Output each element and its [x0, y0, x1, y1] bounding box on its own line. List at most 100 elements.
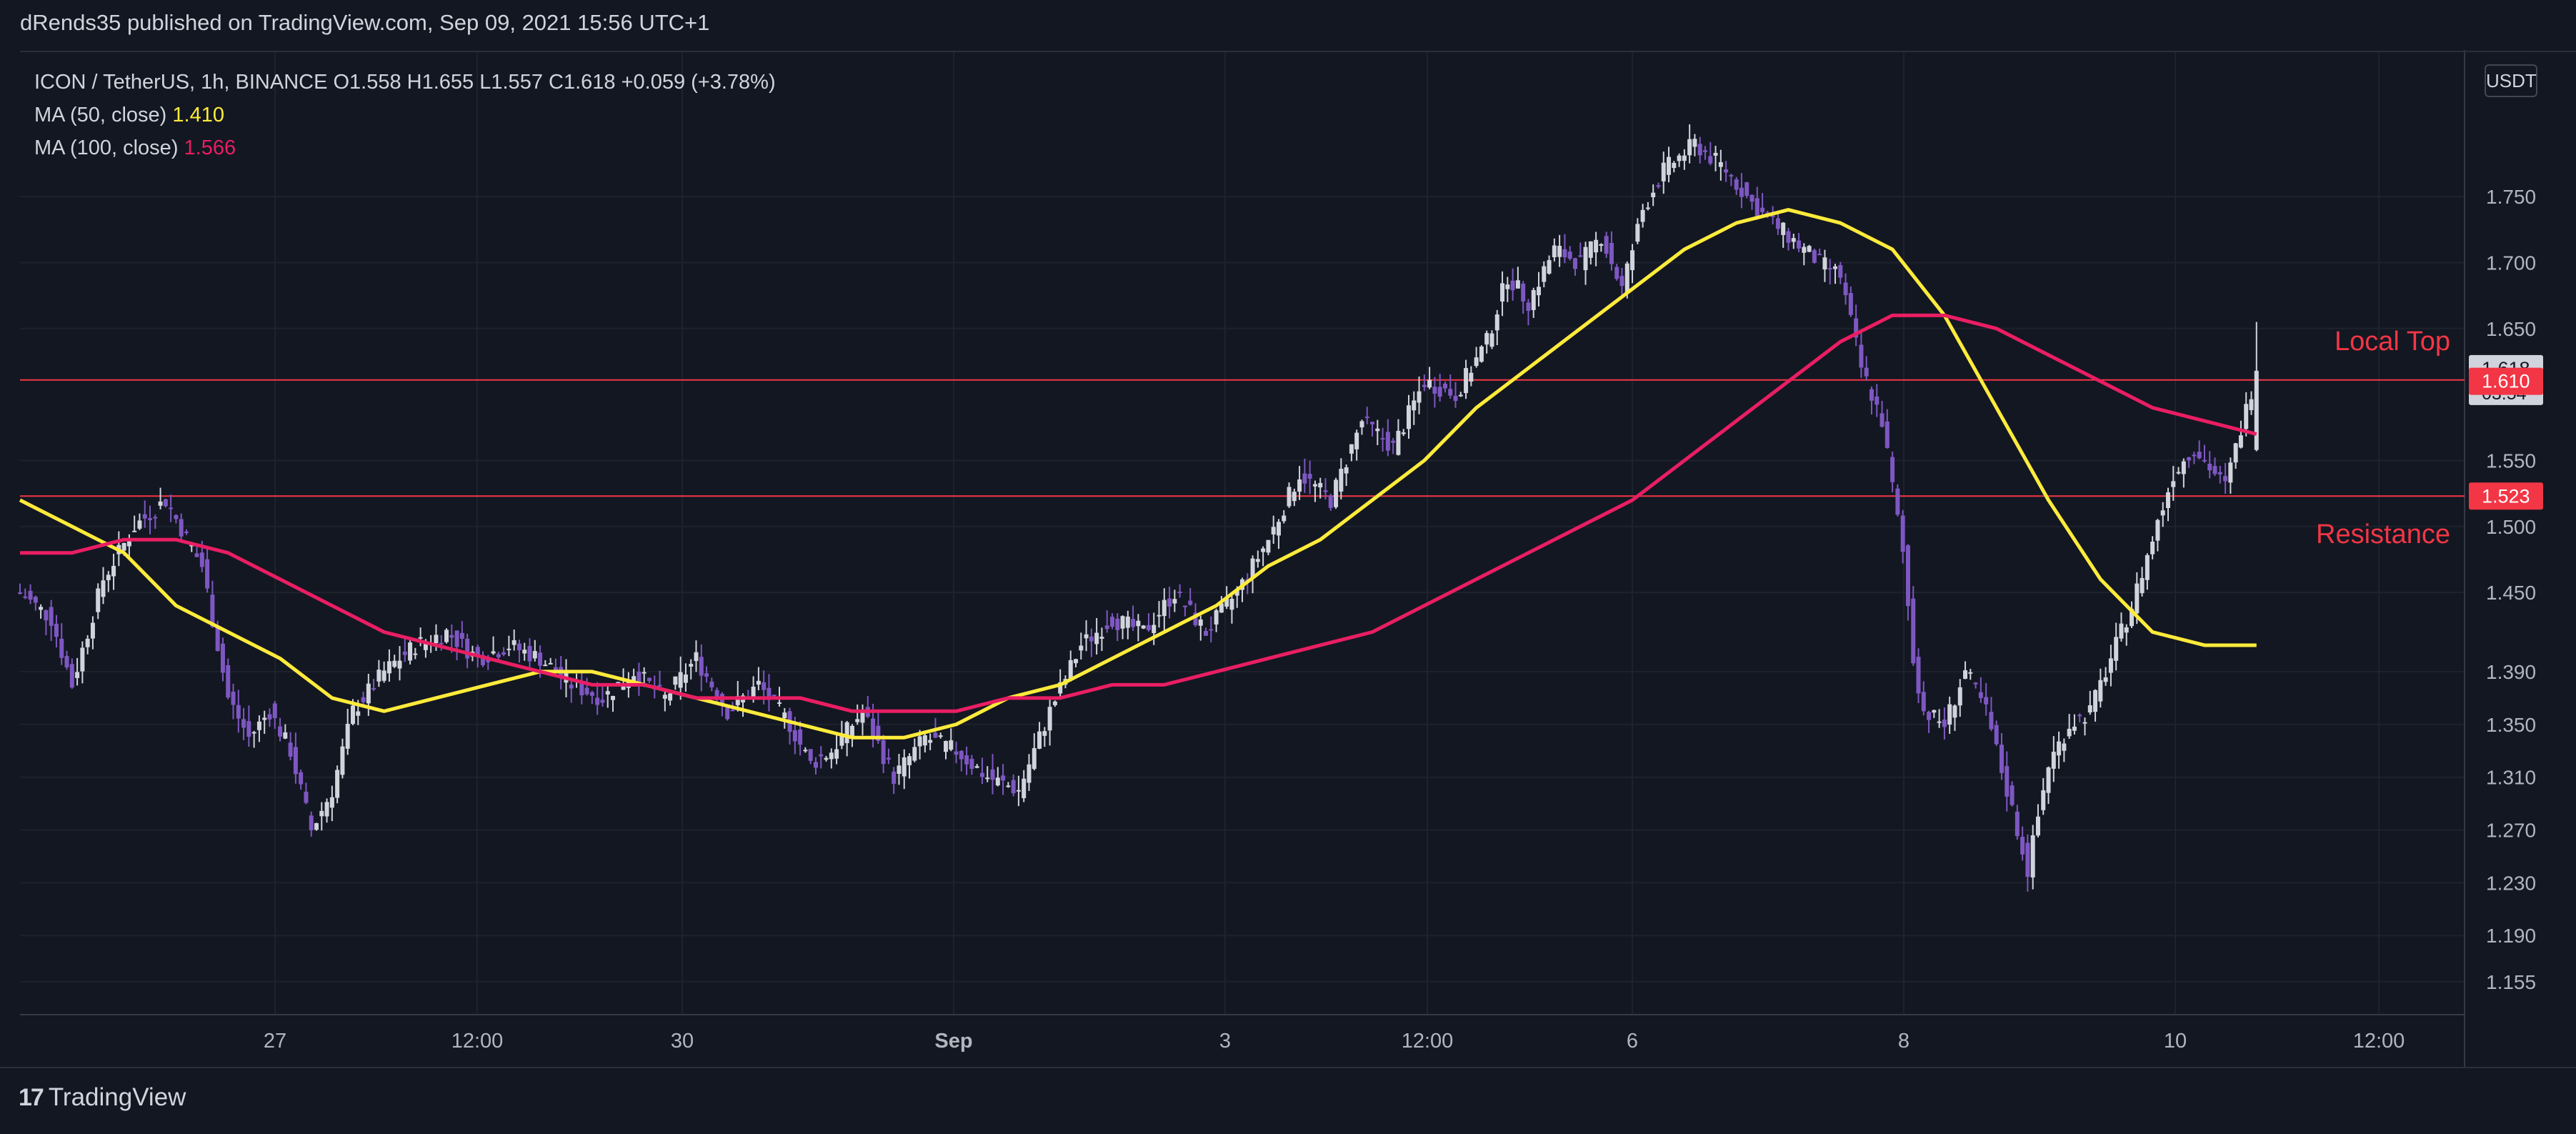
candle-body: [2145, 554, 2150, 580]
candle-body: [1255, 559, 1260, 562]
candle-body: [1942, 720, 1947, 727]
candle-body: [631, 676, 636, 682]
candle-body: [1417, 391, 1422, 403]
candle-body: [392, 660, 397, 667]
annotation-resistance: Resistance: [2316, 519, 2450, 549]
x-tick-label: 3: [1219, 1030, 1231, 1053]
candle-body: [39, 607, 44, 610]
candle-body: [2130, 609, 2135, 627]
candle-body: [1812, 250, 1817, 263]
candle-body: [1307, 474, 1312, 479]
candle-body: [158, 501, 163, 506]
candle-body: [1328, 495, 1333, 508]
candle-body: [371, 687, 376, 690]
candle-body: [1442, 383, 1447, 389]
ma100-legend[interactable]: MA (100, close) 1.566: [34, 131, 776, 164]
ma50-legend[interactable]: MA (50, close) 1.410: [34, 99, 776, 131]
candle-body: [1957, 687, 1962, 706]
candle-body: [1786, 231, 1791, 243]
x-tick-label: 8: [1898, 1030, 1909, 1053]
candle-body: [808, 749, 813, 761]
candle-body: [2057, 741, 2062, 756]
candle-body: [1125, 616, 1130, 628]
symbol-line[interactable]: ICON / TetherUS, 1h, BINANCE O1.558 H1.6…: [34, 71, 776, 94]
candle-body: [418, 637, 423, 639]
x-tick-label: 6: [1627, 1030, 1638, 1053]
candle-body: [148, 518, 153, 520]
candle-body: [1037, 731, 1042, 749]
candle-body: [1697, 144, 1702, 156]
candle-body: [75, 672, 80, 678]
candle-body: [1427, 379, 1432, 388]
candle-body: [1635, 224, 1640, 242]
candle-body: [345, 723, 350, 749]
candle-body: [949, 740, 954, 750]
candle-body: [1006, 785, 1011, 787]
candle-body: [709, 681, 714, 687]
moving-average-lines: [19, 208, 2257, 740]
candle-body: [673, 676, 678, 685]
candle-body: [1167, 598, 1172, 607]
candle-body: [1318, 482, 1323, 488]
candle-body: [1011, 780, 1016, 794]
candle-body: [1562, 249, 1567, 258]
candle-body: [2238, 435, 2243, 448]
candle-body: [1547, 260, 1552, 274]
candle-body: [584, 687, 589, 695]
candle-body: [23, 596, 28, 598]
candle-body: [876, 725, 881, 741]
ma50-value: 1.410: [172, 104, 224, 126]
candle-body: [543, 665, 548, 667]
candle-body: [85, 638, 90, 647]
candle-body: [194, 553, 199, 557]
candle-body: [246, 721, 251, 737]
candle-body: [1739, 187, 1744, 197]
grid-lines: [20, 51, 2465, 1015]
candle-body: [772, 695, 777, 697]
x-tick-label: Sep: [934, 1030, 972, 1053]
candle-body: [413, 653, 418, 655]
candle-body: [1094, 632, 1099, 645]
candle-body: [2140, 577, 2145, 594]
price-tag-text: 1.610: [2482, 371, 2530, 392]
candle-body: [2244, 404, 2249, 429]
candle-body: [335, 770, 340, 798]
candle-body: [1594, 239, 1599, 253]
candle-body: [803, 750, 808, 752]
candle-body: [2155, 519, 2160, 541]
candle-body: [844, 722, 849, 744]
candle-body: [938, 735, 943, 737]
candle-body: [1058, 682, 1063, 694]
tradingview-brand[interactable]: 17 TradingView: [19, 1083, 186, 1112]
candle-body: [1375, 428, 1380, 432]
annotation-local-top: Local Top: [2335, 327, 2450, 357]
candle-body: [33, 597, 38, 603]
candle-body: [1385, 432, 1390, 451]
candle-body: [2005, 766, 2010, 797]
currency-button[interactable]: USDT: [2485, 64, 2537, 97]
y-tick-label: 1.750: [2486, 186, 2536, 208]
candle-body: [1027, 764, 1032, 783]
candle-body: [1157, 615, 1162, 617]
candle-body: [1724, 169, 1729, 173]
candle-body: [496, 654, 501, 657]
candle-body: [1968, 672, 1973, 674]
candle-body: [350, 705, 355, 725]
candle-body: [501, 652, 506, 655]
candle-body: [657, 685, 662, 687]
candle-body: [1412, 400, 1417, 411]
candle-body: [907, 756, 912, 765]
candle-body: [1339, 468, 1344, 492]
candle-body: [1453, 395, 1458, 402]
candle-body: [1760, 207, 1765, 212]
candle-body: [96, 588, 101, 612]
candle-body: [834, 749, 839, 759]
candle-body: [251, 732, 256, 734]
candle-body: [979, 772, 984, 777]
candle-body: [569, 685, 574, 689]
candle-body: [959, 750, 964, 760]
candle-body: [1099, 637, 1104, 639]
x-tick-label: 12:00: [451, 1030, 504, 1053]
candle-body: [1599, 244, 1604, 247]
